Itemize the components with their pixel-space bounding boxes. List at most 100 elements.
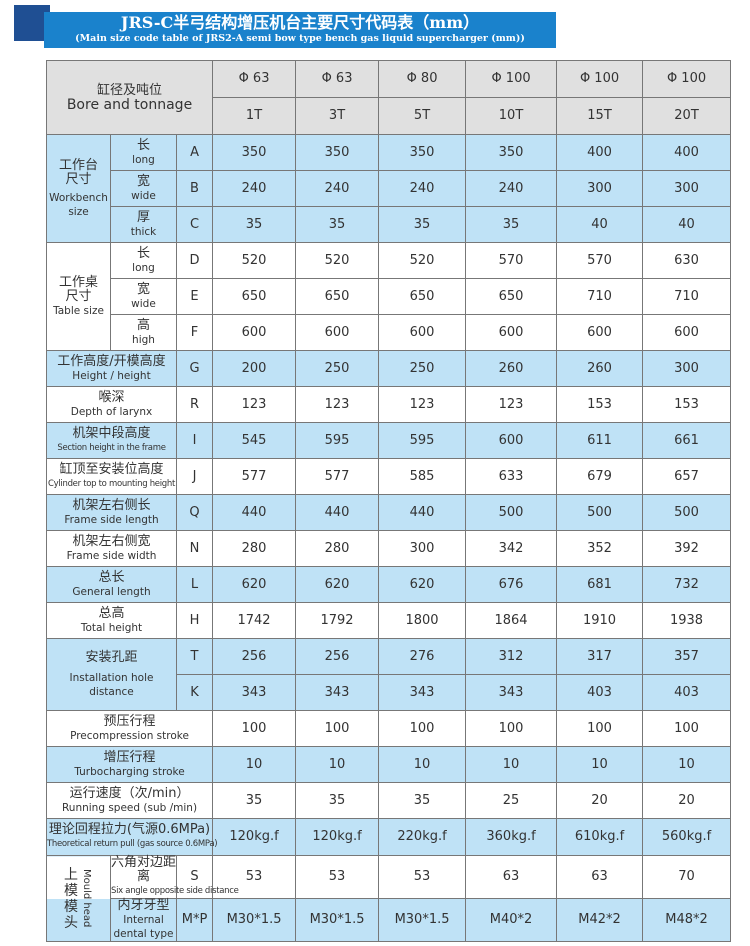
row-label-zh: 总长 [98,569,125,585]
value-cell: 276 [378,638,467,675]
value-cell: 256 [295,638,380,675]
value-cell: 560kg.f [642,818,732,856]
value-cell: 20 [642,782,732,819]
row-label: 总高 Total height [46,602,177,639]
row-code: H [175,602,214,639]
row-label: 长 long [110,242,177,279]
value-cell: 570 [556,242,644,279]
row-code: B [175,170,214,207]
row-label-en: General length [72,585,151,598]
value-cell: 53 [212,855,297,899]
group-installation-hole: 安装孔距 Installation hole distance [46,638,177,711]
value-cell: 357 [642,638,732,675]
value-cell: 1792 [295,602,380,639]
value-cell: 352 [556,530,644,567]
value-cell: 10 [378,746,467,783]
tonnage-cell: 5T [378,97,467,135]
group-mould-head: 上模模头 Mould head [46,855,111,942]
table-row: 工作高度/开模高度 Height / height G 200 250 250 260 260… [46,350,732,387]
row-label: 内牙牙型 Internal dental type [110,898,177,942]
value-cell: 620 [295,566,380,603]
table-row: 宽 wide B 240 240 240 240 300 300 [47,170,732,207]
value-cell: 123 [378,386,467,423]
row-label-zh: 预压行程 [103,713,156,729]
value-cell: 35 [378,206,467,243]
value-cell: 1910 [556,602,644,639]
table-row: 安装孔距 Installation hole distance T 256 256 276… [46,638,732,711]
tonnage-cell: 15T [556,97,644,135]
value-cell: 53 [378,855,467,899]
row-label-en: Frame side width [66,549,157,562]
value-cell: 153 [556,386,644,423]
value-cell: 100 [465,710,558,747]
value-cell: 500 [556,494,644,531]
row-label-en: Depth of larynx [70,405,153,418]
row-label-zh: 缸顶至安装位高度 [59,461,164,477]
bore-cell: Φ 63 [295,60,380,98]
value-cell: 53 [295,855,380,899]
value-cell: 317 [556,638,644,675]
value-cell: 260 [465,350,558,387]
value-cell: 200 [212,350,297,387]
value-cell: 585 [378,458,467,495]
row-label-zh: 运行速度（次/min） [69,785,190,801]
table-row: 机架左右侧长 Frame side length Q 440 440 440 500 500 5… [46,494,732,531]
value-cell: 600 [465,422,558,459]
table-row: 缸顶至安装位高度 Cylinder top to mounting height J… [46,458,732,495]
row-label-en: Frame side length [64,513,159,526]
value-cell: 1800 [378,602,467,639]
row-label-en: wide [131,189,156,202]
row-label-en: Height / height [72,369,151,382]
value-cell: 520 [378,242,467,279]
table-row: 机架中段高度 Section height in the frame I 545 595… [46,422,732,459]
value-cell: 35 [465,206,558,243]
value-cell: 20 [556,782,644,819]
value-cell: 220kg.f [378,818,467,856]
row-label: 运行速度（次/min） Running speed (sub /min) [45,782,214,819]
bore-cell: Φ 63 [212,60,297,98]
value-cell: 35 [378,782,467,819]
row-label-zh: 机架左右侧长 [72,497,151,513]
row-label-en: long [132,153,155,166]
value-cell: 350 [465,134,558,171]
row-code: G [175,350,214,387]
value-cell: 440 [212,494,297,531]
value-cell: 123 [212,386,297,423]
row-label: 增压行程 Turbocharging stroke [45,746,214,783]
value-cell: 676 [465,566,558,603]
row-label-en: Precompression stroke [70,729,189,742]
value-cell: 595 [295,422,380,459]
value-cell: 343 [378,674,467,711]
table-row: 理论回程拉力(气源0.6MPa) Theoretical return pull … [45,818,732,856]
value-cell: 280 [295,530,380,567]
row-label: 理论回程拉力(气源0.6MPa) Theoretical return pull … [45,818,218,856]
size-code-table: 缸径及吨位 Bore and tonnage Φ 63 Φ 63 Φ 80 Φ 100 Φ… [45,60,732,942]
value-cell: 732 [642,566,732,603]
value-cell: 600 [465,314,558,351]
value-cell: 256 [212,638,297,675]
value-cell: 250 [295,350,380,387]
value-cell: 520 [295,242,380,279]
value-cell: 240 [295,170,380,207]
row-label-zh: 总高 [98,605,125,621]
table-row: 喉深 Depth of larynx R 123 123 123 123 153 153 [46,386,732,423]
value-cell: 710 [556,278,644,315]
row-label-en: wide [131,297,156,310]
row-label-zh: 增压行程 [103,749,156,765]
row-label-zh: 六角对边距离 [111,855,177,884]
tonnage-cell: 20T [642,97,732,135]
value-cell: 343 [295,674,380,711]
value-cell: 123 [465,386,558,423]
value-cell: 350 [212,134,297,171]
value-cell: 657 [642,458,732,495]
value-cell: 10 [212,746,297,783]
row-code: N [175,530,214,567]
value-cell: 70 [642,855,732,899]
value-cell: 35 [295,206,380,243]
row-label: 六角对边距离 Six angle opposite side distance [110,855,239,899]
row-label-en: Total height [80,621,143,634]
value-cell: 100 [556,710,644,747]
row-label: 总长 General length [46,566,177,603]
row-code: M*P [175,898,214,942]
row-label: 宽 wide [110,278,177,315]
